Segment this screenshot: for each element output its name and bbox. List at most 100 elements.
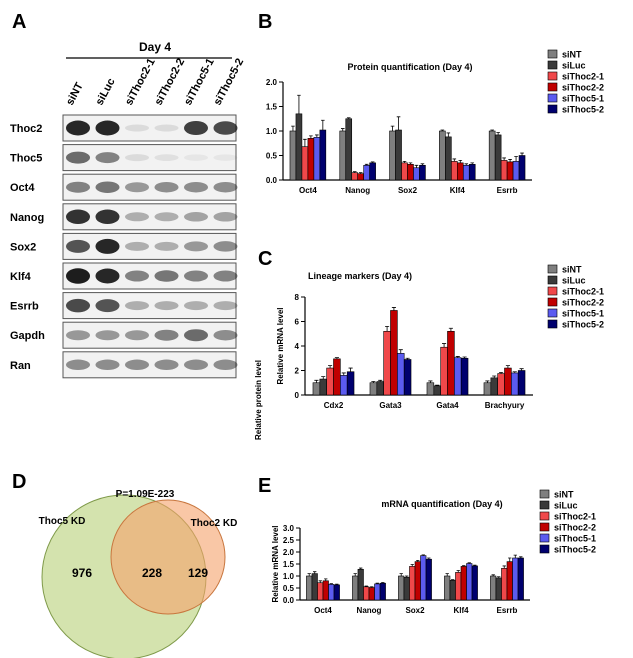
bar — [407, 164, 414, 181]
error-bar — [508, 557, 512, 562]
bar — [462, 165, 470, 181]
band — [213, 181, 238, 193]
bar — [401, 162, 408, 181]
bar — [500, 160, 508, 181]
error-bar — [358, 172, 363, 174]
error-bar — [364, 585, 368, 587]
legend-swatch — [539, 511, 550, 521]
error-bar — [375, 582, 379, 584]
row-label: Klf4 — [10, 271, 32, 283]
error-bar — [405, 575, 409, 578]
error-bar — [315, 134, 319, 138]
bar — [501, 568, 508, 601]
bar — [488, 130, 496, 181]
bar — [340, 375, 348, 396]
band — [213, 270, 238, 282]
bar — [345, 118, 353, 181]
band — [95, 152, 120, 164]
legend-swatch — [547, 275, 558, 285]
error-bar — [458, 160, 463, 163]
y-tick-label: 3.0 — [283, 524, 295, 533]
error-bar — [520, 152, 524, 156]
bar — [295, 113, 303, 181]
legend-label: siThoc5-2 — [562, 320, 604, 330]
row-label: Thoc2 — [10, 123, 42, 135]
y-tick-label: 0 — [295, 391, 300, 400]
error-bar — [309, 135, 313, 139]
bar — [483, 382, 492, 396]
error-bar — [519, 556, 523, 558]
error-bar — [514, 156, 518, 162]
bar — [313, 137, 321, 181]
x-tick-label: Klf4 — [453, 606, 469, 615]
band — [184, 121, 208, 135]
error-bar — [381, 582, 385, 584]
y-tick-label: 6 — [295, 318, 300, 327]
x-tick-label: Sox2 — [405, 606, 425, 615]
y-axis-label: Relative mRNA level — [276, 307, 285, 384]
legend-swatch — [547, 264, 558, 274]
bar — [494, 134, 502, 181]
x-tick-label: Nanog — [345, 186, 370, 195]
error-bar — [324, 578, 328, 581]
band — [125, 212, 149, 222]
error-bar — [291, 125, 295, 131]
bar — [301, 146, 309, 181]
band — [66, 330, 90, 341]
error-bar — [318, 580, 322, 583]
error-bar — [334, 357, 339, 359]
legend-swatch — [547, 297, 558, 307]
bar — [368, 587, 375, 601]
error-bar — [303, 138, 307, 147]
panel-label: B — [258, 11, 272, 33]
band — [95, 299, 120, 313]
bar — [319, 378, 327, 396]
legend-label: siThoc5-2 — [562, 105, 604, 115]
y-axis-label: Relative protein level — [254, 360, 263, 440]
bar — [420, 555, 427, 601]
chart-title: mRNA quantification (Day 4) — [381, 499, 502, 509]
error-bar — [314, 379, 319, 383]
bar — [490, 575, 497, 601]
band — [154, 270, 179, 282]
bar — [379, 582, 386, 601]
blot-box — [62, 232, 237, 260]
bar — [490, 377, 498, 396]
error-bar — [492, 375, 497, 378]
bar — [439, 130, 446, 181]
panel-label: C — [258, 248, 272, 270]
error-bar — [442, 343, 447, 348]
y-tick-label: 1.0 — [266, 127, 278, 136]
bar — [451, 161, 458, 181]
band — [66, 209, 90, 225]
x-tick-label: Nanog — [357, 606, 382, 615]
legend-label: siThoc2-1 — [562, 72, 604, 82]
y-tick-label: 2.0 — [266, 78, 278, 87]
blot-box — [62, 144, 237, 172]
bar — [456, 162, 464, 181]
error-bar — [505, 365, 510, 369]
legend-label: siThoc5-2 — [554, 545, 596, 555]
y-tick-label: 2 — [295, 367, 300, 376]
bar — [398, 575, 405, 601]
bar — [403, 359, 412, 396]
blot-title: Day 4 — [139, 40, 171, 54]
row-label: Thoc5 — [10, 153, 42, 165]
bar — [333, 584, 340, 601]
legend-swatch — [547, 60, 558, 70]
bar — [389, 130, 396, 181]
error-bar — [416, 560, 420, 562]
venn-set-label: Thoc5 KD — [39, 516, 86, 527]
error-bar — [491, 574, 495, 576]
error-bar — [451, 579, 455, 581]
bar — [307, 138, 315, 181]
error-bar — [348, 367, 353, 372]
bar — [312, 382, 321, 396]
error-bar — [385, 326, 390, 332]
bar — [397, 353, 405, 396]
bar — [357, 173, 364, 181]
legend-label: siThoc5-1 — [562, 309, 604, 319]
band — [184, 329, 208, 342]
error-bar — [502, 565, 506, 569]
error-bar — [462, 356, 467, 359]
